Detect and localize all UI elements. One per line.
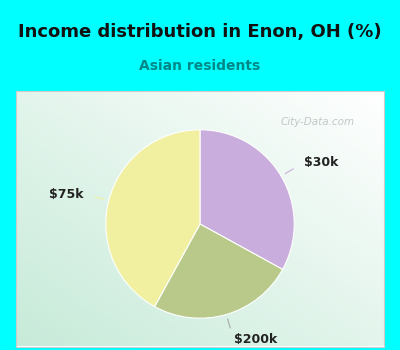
Wedge shape bbox=[106, 130, 200, 307]
Text: $75k: $75k bbox=[49, 188, 83, 201]
Text: $200k: $200k bbox=[234, 333, 277, 346]
Text: Income distribution in Enon, OH (%): Income distribution in Enon, OH (%) bbox=[18, 22, 382, 41]
Text: Asian residents: Asian residents bbox=[139, 60, 261, 74]
Text: $30k: $30k bbox=[304, 156, 338, 169]
Text: City-Data.com: City-Data.com bbox=[281, 117, 355, 127]
Wedge shape bbox=[155, 224, 282, 318]
Wedge shape bbox=[200, 130, 294, 270]
